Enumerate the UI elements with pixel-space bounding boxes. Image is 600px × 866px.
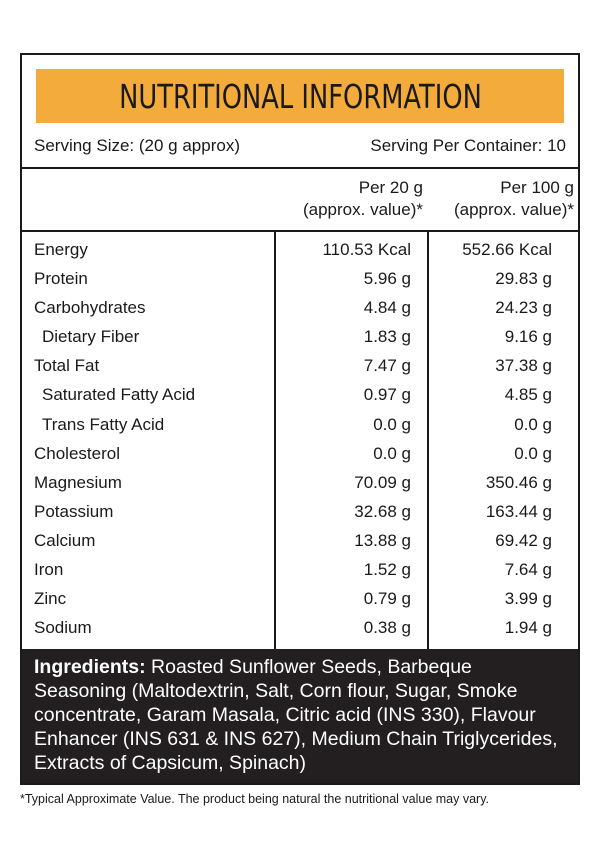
panel-title: NUTRITIONAL INFORMATION — [118, 76, 482, 116]
column-header-line: Per 20 g — [358, 178, 423, 197]
nutrient-table: Energy 110.53 Kcal 552.66 Kcal Protein 5… — [22, 235, 578, 642]
nutrient-row: Carbohydrates 4.84 g 24.23 g — [22, 293, 578, 322]
serving-size: Serving Size: (20 g approx) — [34, 136, 240, 155]
nutrient-row: Energy 110.53 Kcal 552.66 Kcal — [22, 235, 578, 264]
column-header-line: (approx. value)* — [302, 200, 423, 219]
ingredients-text: Roasted Sunflower Seeds, Barbeque Season… — [34, 656, 558, 774]
nutrient-name: Saturated Fatty Acid — [42, 385, 196, 405]
per-serving-value: 0.97 g — [363, 385, 411, 405]
per-serving-value: 5.96 g — [363, 269, 411, 289]
nutrient-row: Calcium 13.88 g 69.42 g — [22, 526, 578, 555]
per-100g-value: 552.66 Kcal — [462, 240, 552, 259]
nutrient-name: Sodium — [34, 618, 92, 638]
nutrient-name: Energy — [34, 240, 88, 259]
per-serving-value: 0.0 g — [373, 414, 411, 434]
nutrient-row: Saturated Fatty Acid 0.97 g 4.85 g — [22, 380, 578, 409]
nutrient-row: Potassium 32.68 g 163.44 g — [22, 497, 578, 526]
per-100g-value: 1.94 g — [504, 618, 552, 638]
nutrient-name: Cholesterol — [34, 443, 120, 463]
column-header-line: (approx. value)* — [453, 200, 574, 219]
per-serving-value: 7.47 g — [363, 356, 411, 376]
nutrient-row: Total Fat 7.47 g 37.38 g — [22, 351, 578, 380]
column-header-per-100g: Per 100 g (approx. value)* — [434, 177, 574, 227]
per-serving-value: 70.09 g — [354, 472, 411, 492]
nutrition-panel: NUTRITIONAL INFORMATION Serving Size: (2… — [20, 53, 580, 785]
per-100g-value: 9.16 g — [504, 327, 552, 347]
divider — [22, 167, 578, 169]
nutrient-name: Iron — [34, 560, 64, 580]
per-100g-value: 24.23 g — [495, 298, 552, 318]
per-100g-value: 0.0 g — [514, 414, 552, 434]
nutrient-name: Trans Fatty Acid — [42, 414, 165, 434]
footnote: *Typical Approximate Value. The product … — [20, 792, 490, 806]
per-serving-value: 4.84 g — [363, 298, 411, 318]
per-serving-value: 0.0 g — [373, 443, 411, 463]
nutrient-row: Cholesterol 0.0 g 0.0 g — [22, 439, 578, 468]
per-serving-value: 0.38 g — [363, 618, 411, 638]
column-header-line: Per 100 g — [500, 178, 574, 197]
nutrient-row: Trans Fatty Acid 0.0 g 0.0 g — [22, 410, 578, 439]
per-100g-value: 37.38 g — [495, 356, 552, 376]
nutrient-name: Carbohydrates — [34, 298, 146, 318]
ingredients-box: Ingredients: Roasted Sunflower Seeds, Ba… — [22, 649, 578, 783]
nutrient-row: Iron 1.52 g 7.64 g — [22, 555, 578, 584]
per-serving-value: 1.83 g — [363, 327, 411, 347]
serving-row: Serving Size: (20 g approx) Serving Per … — [34, 133, 566, 159]
nutrient-name: Total Fat — [34, 356, 100, 376]
per-100g-value: 7.64 g — [504, 560, 552, 580]
nutrient-name: Zinc — [34, 589, 67, 609]
per-100g-value: 29.83 g — [495, 269, 552, 289]
column-divider — [427, 231, 429, 649]
per-serving-value: 13.88 g — [354, 530, 411, 550]
nutrient-name: Potassium — [34, 501, 114, 521]
per-100g-value: 4.85 g — [504, 385, 552, 405]
column-header-per-serving: Per 20 g (approx. value)* — [278, 177, 423, 227]
per-serving-value: 0.79 g — [363, 589, 411, 609]
nutrient-name: Calcium — [34, 530, 96, 550]
per-100g-value: 3.99 g — [504, 589, 552, 609]
nutrient-row: Zinc 0.79 g 3.99 g — [22, 584, 578, 613]
serving-per-container: Serving Per Container: 10 — [370, 136, 566, 155]
per-serving-value: 110.53 Kcal — [322, 240, 411, 259]
per-100g-value: 163.44 g — [485, 501, 552, 521]
ingredients-label: Ingredients: — [34, 656, 146, 678]
nutrient-name: Magnesium — [34, 472, 122, 492]
per-serving-value: 32.68 g — [354, 501, 411, 521]
per-serving-value: 1.52 g — [363, 560, 411, 580]
nutrient-row: Magnesium 70.09 g 350.46 g — [22, 468, 578, 497]
nutrient-name: Dietary Fiber — [42, 327, 140, 347]
column-divider — [274, 231, 276, 649]
divider — [22, 230, 578, 232]
nutrient-row: Dietary Fiber 1.83 g 9.16 g — [22, 322, 578, 351]
nutrient-row: Sodium 0.38 g 1.94 g — [22, 613, 578, 642]
per-100g-value: 0.0 g — [514, 443, 552, 463]
per-100g-value: 350.46 g — [485, 472, 552, 492]
nutrient-row: Protein 5.96 g 29.83 g — [22, 264, 578, 293]
per-100g-value: 69.42 g — [495, 530, 552, 550]
title-bar: NUTRITIONAL INFORMATION — [36, 69, 564, 123]
nutrient-name: Protein — [34, 269, 88, 289]
